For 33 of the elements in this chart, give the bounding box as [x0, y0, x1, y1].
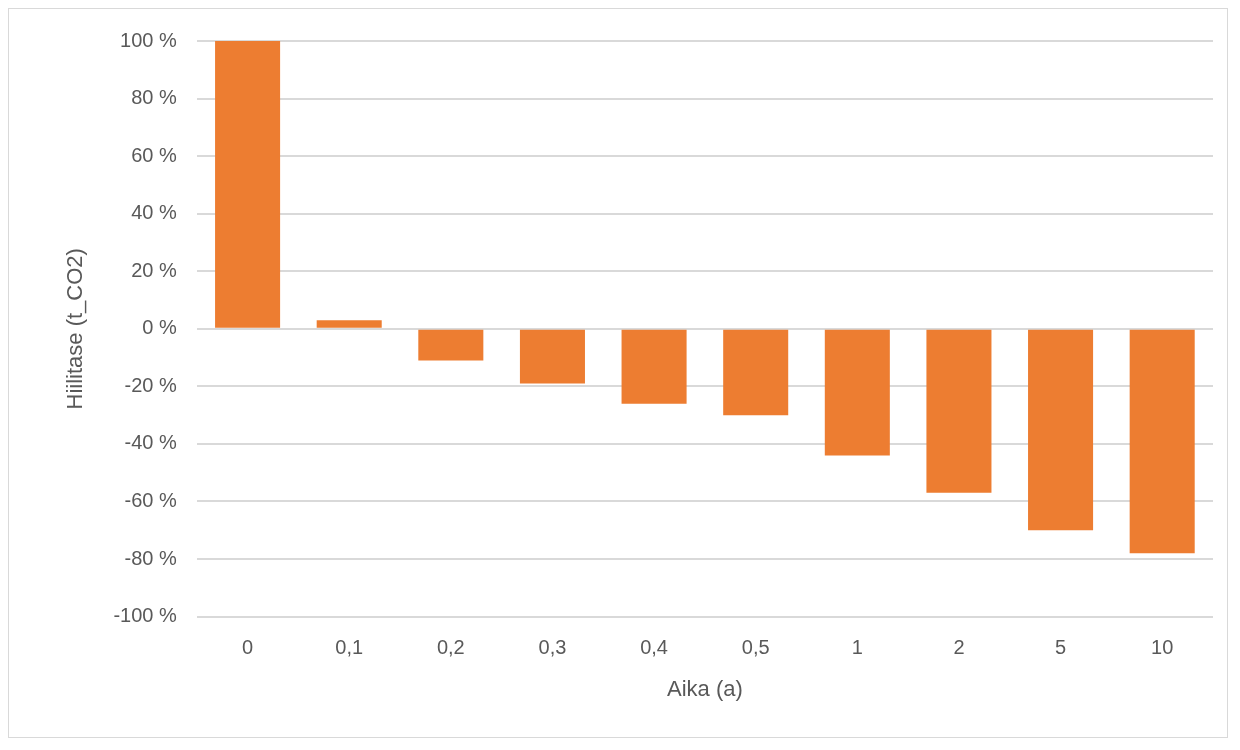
bar: [621, 329, 687, 404]
bar: [723, 329, 789, 416]
y-tick-label: -60 %: [124, 489, 177, 511]
bar: [519, 329, 585, 384]
y-tick-label: 60 %: [131, 143, 177, 166]
x-tick-label: 0,2: [436, 636, 465, 659]
bar: [418, 329, 484, 361]
bar: [824, 329, 890, 456]
y-tick-label: 0 %: [142, 316, 177, 339]
y-tick-label: 80 %: [131, 86, 177, 109]
x-tick-label: 0,5: [741, 636, 770, 659]
bar: [215, 41, 281, 328]
y-tick-label: 40 %: [131, 201, 177, 224]
x-tick-label: 0,3: [538, 636, 567, 659]
x-tick-label: 0,1: [335, 636, 364, 659]
x-tick-label: 10: [1151, 636, 1174, 659]
y-tick-label: -40 %: [124, 431, 177, 454]
x-tick-label: 1: [851, 636, 863, 659]
y-tick-label: -100 %: [113, 604, 177, 627]
bar: [1028, 329, 1094, 531]
y-tick-label: -80 %: [124, 546, 177, 569]
y-tick-label: 20 %: [131, 258, 177, 281]
y-tick-label: 100 %: [120, 28, 177, 51]
x-tick-label: 2: [953, 636, 965, 659]
bar: [316, 320, 382, 328]
x-tick-label: 0,4: [640, 636, 668, 659]
x-axis-title: Aika (a): [666, 675, 743, 701]
x-tick-label: 5: [1055, 636, 1067, 659]
y-tick-label: -20 %: [124, 373, 177, 396]
bar: [926, 329, 992, 493]
bar: [1129, 329, 1195, 554]
y-axis-title: Hiilitase (t_CO2): [62, 248, 88, 410]
x-tick-label: 0: [242, 636, 254, 659]
